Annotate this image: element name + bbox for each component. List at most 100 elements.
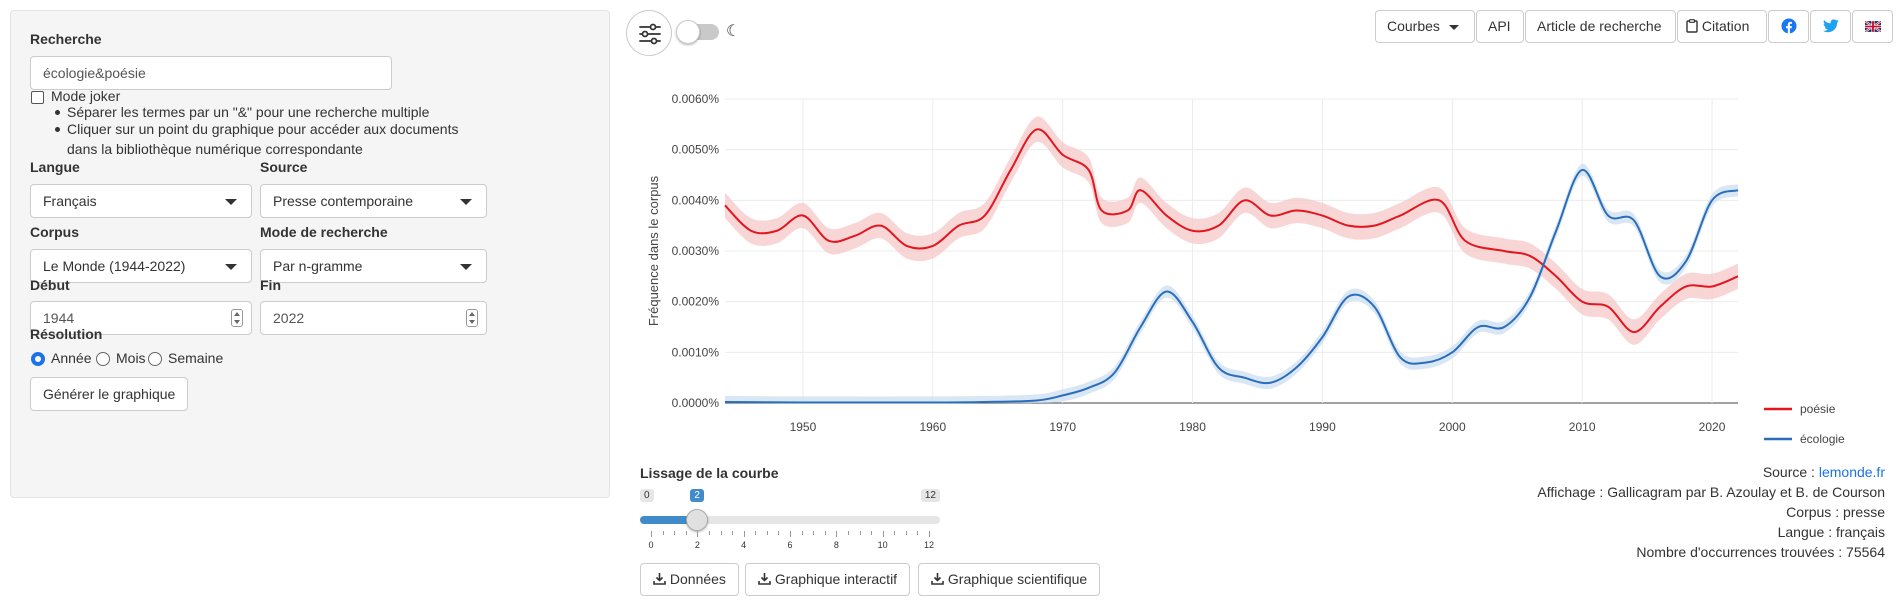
slider-tick bbox=[836, 531, 838, 537]
source-link[interactable]: lemonde.fr bbox=[1818, 464, 1885, 480]
source-label: Source bbox=[260, 159, 308, 175]
fin-input[interactable]: 2022 bbox=[260, 301, 487, 335]
spinner-icon[interactable] bbox=[466, 309, 478, 327]
search-input[interactable] bbox=[30, 56, 392, 90]
x-tick-label: 1970 bbox=[1049, 420, 1076, 434]
courbes-dropdown[interactable]: Courbes bbox=[1375, 10, 1475, 43]
langue-value: Français bbox=[43, 193, 97, 209]
slider-tick-label: 8 bbox=[833, 540, 839, 550]
chevron-down-icon bbox=[225, 199, 237, 205]
article-button[interactable]: Article de recherche bbox=[1525, 10, 1676, 43]
langue-label: Langue bbox=[30, 159, 80, 175]
download-scientific-button[interactable]: Graphique scientifique bbox=[918, 563, 1101, 596]
slider-max-badge: 12 bbox=[920, 489, 940, 502]
slider-tick-label: 4 bbox=[741, 540, 747, 550]
corpus-select[interactable]: Le Monde (1944-2022) bbox=[30, 249, 252, 283]
twitter-button[interactable] bbox=[1810, 10, 1851, 43]
radio-semaine-label: Semaine bbox=[168, 350, 224, 366]
generate-button[interactable]: Générer le graphique bbox=[30, 377, 189, 411]
download-icon bbox=[931, 573, 944, 585]
corpus-label: Corpus bbox=[30, 224, 79, 240]
x-tick-label: 1960 bbox=[919, 420, 946, 434]
language-button[interactable] bbox=[1852, 10, 1893, 43]
x-tick-label: 2000 bbox=[1439, 420, 1466, 434]
radio-annee[interactable] bbox=[31, 352, 45, 366]
caret-down-icon bbox=[1448, 24, 1459, 30]
source-select[interactable]: Presse contemporaine bbox=[260, 184, 487, 218]
y-tick-label: 0.0000% bbox=[672, 396, 720, 410]
slider-tick-label: 0 bbox=[648, 540, 654, 550]
download-data-label: Données bbox=[669, 571, 726, 587]
affichage-line: Affichage : Gallicagram par B. Azoulay e… bbox=[1537, 484, 1885, 500]
chart-legend: poésie écologie bbox=[1764, 402, 1845, 446]
slider-tick-label: 12 bbox=[923, 540, 934, 550]
x-tick-label: 1950 bbox=[790, 420, 817, 434]
chevron-down-icon bbox=[460, 264, 472, 270]
y-tick-label: 0.0060% bbox=[672, 92, 720, 106]
uk-flag-icon bbox=[1863, 20, 1882, 33]
slider-grid: 0 2 4 6 8 10 12 bbox=[640, 531, 940, 555]
citation-label: Citation bbox=[1701, 18, 1750, 34]
facebook-icon bbox=[1781, 18, 1796, 34]
slider-tick bbox=[894, 531, 896, 535]
slider-tick-label: 2 bbox=[694, 540, 700, 550]
dark-mode-toggle[interactable] bbox=[676, 20, 719, 44]
slider-handle[interactable] bbox=[686, 509, 709, 531]
fin-value: 2022 bbox=[273, 310, 305, 326]
chart-bands bbox=[725, 116, 1738, 404]
smoothing-slider[interactable]: 0 2 12 0 2 4 6 8 10 12 bbox=[640, 487, 940, 557]
slider-tick bbox=[847, 531, 849, 535]
slider-tick bbox=[685, 531, 687, 535]
mode-label: Mode de recherche bbox=[260, 224, 388, 240]
x-tick-label: 1990 bbox=[1309, 420, 1336, 434]
langue-select[interactable]: Français bbox=[30, 184, 252, 218]
radio-mois[interactable] bbox=[96, 352, 110, 366]
spinner-icon[interactable] bbox=[231, 309, 243, 327]
y-tick-label: 0.0040% bbox=[672, 193, 720, 207]
radio-annee-label: Année bbox=[51, 350, 92, 366]
joker-checkbox[interactable] bbox=[31, 91, 44, 104]
chevron-down-icon bbox=[225, 264, 237, 270]
debut-value: 1944 bbox=[43, 310, 75, 326]
slider-tick bbox=[824, 531, 826, 535]
moon-icon: ☾ bbox=[726, 23, 741, 40]
y-tick-label: 0.0030% bbox=[672, 244, 720, 258]
series-line bbox=[724, 128, 1739, 334]
slider-track[interactable] bbox=[640, 516, 940, 524]
slider-tick bbox=[708, 531, 710, 535]
download-data-button[interactable]: Données bbox=[640, 563, 739, 596]
slider-tick bbox=[813, 531, 815, 535]
download-interactive-button[interactable]: Graphique interactif bbox=[745, 563, 911, 596]
slider-tick bbox=[801, 531, 803, 535]
mode-select[interactable]: Par n-gramme bbox=[260, 249, 487, 283]
chart-grid bbox=[725, 98, 1738, 404]
slider-tick bbox=[778, 531, 780, 535]
slider-tick bbox=[697, 531, 699, 537]
slider-tick-label: 6 bbox=[787, 540, 793, 550]
slider-tick bbox=[905, 531, 907, 535]
slider-value-badge: 2 bbox=[690, 489, 704, 502]
slider-tick bbox=[871, 531, 873, 535]
settings-button[interactable] bbox=[626, 10, 672, 56]
facebook-button[interactable] bbox=[1768, 10, 1809, 43]
slider-tick bbox=[929, 531, 930, 537]
radio-semaine[interactable] bbox=[148, 352, 162, 366]
twitter-icon bbox=[1822, 19, 1839, 33]
series-line bbox=[724, 168, 1739, 404]
mode-value: Par n-gramme bbox=[273, 258, 363, 274]
confidence-band bbox=[725, 116, 1738, 345]
smoothing-label: Lissage de la courbe bbox=[640, 465, 779, 481]
chart-lines bbox=[724, 128, 1739, 404]
citation-button[interactable]: Citation bbox=[1677, 10, 1767, 43]
sliders-icon bbox=[639, 23, 661, 45]
search-panel: Recherche Mode joker Séparer les termes … bbox=[10, 10, 610, 498]
slider-fill bbox=[640, 516, 698, 524]
y-axis-label: Fréquence dans le corpus bbox=[646, 175, 661, 326]
slider-min-badge: 0 bbox=[640, 489, 654, 502]
tip-item: Séparer les termes par un "&" pour une r… bbox=[55, 102, 467, 122]
search-label: Recherche bbox=[30, 31, 102, 47]
debut-input[interactable]: 1944 bbox=[30, 301, 252, 335]
confidence-band bbox=[725, 163, 1738, 404]
resolution-label: Résolution bbox=[30, 326, 103, 342]
api-button[interactable]: API bbox=[1476, 10, 1524, 43]
